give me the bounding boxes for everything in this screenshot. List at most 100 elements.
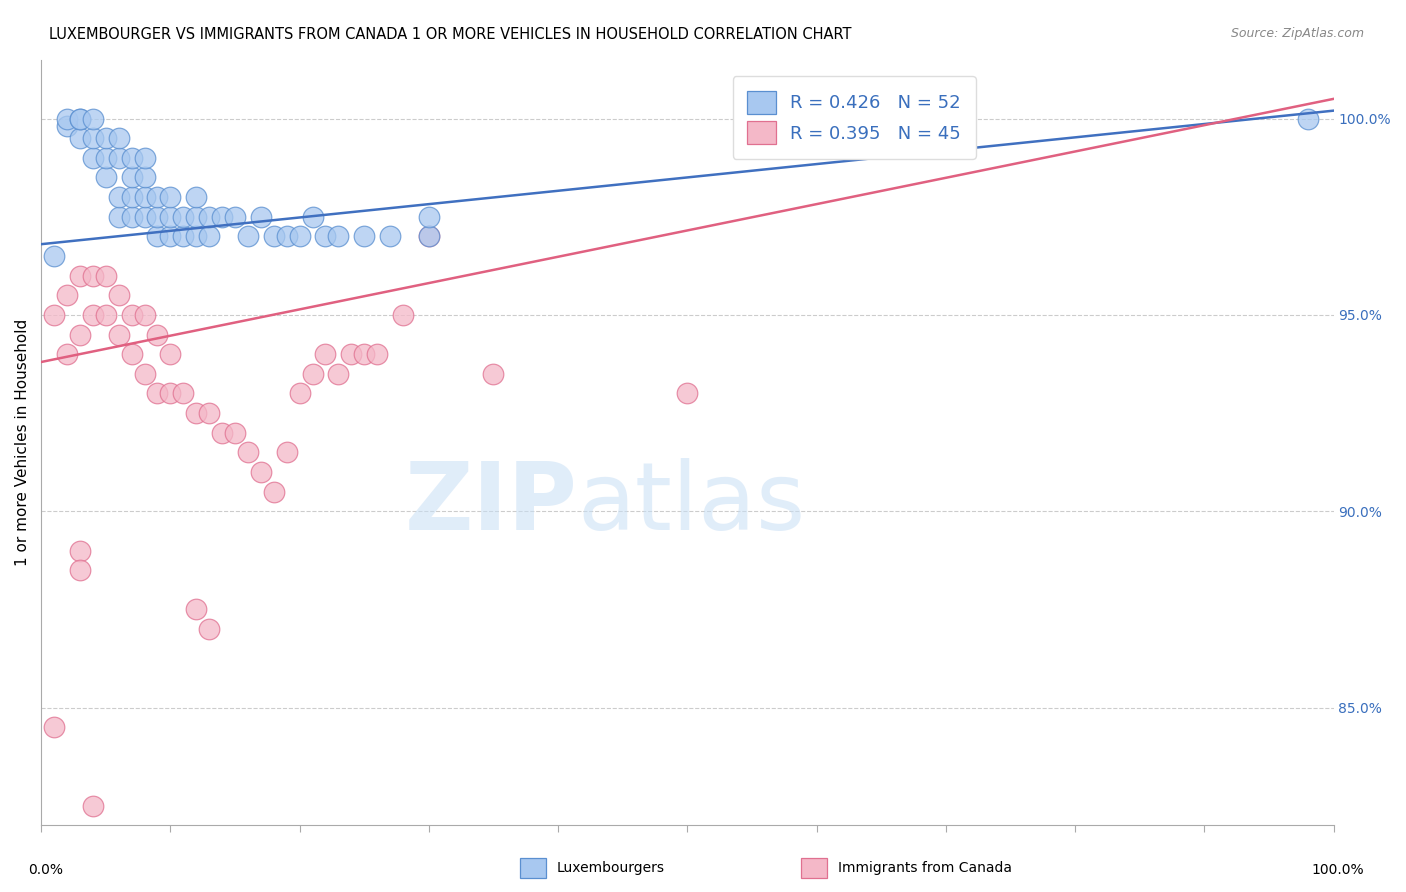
Point: [276, 229, 298, 244]
Point: [82, 112, 104, 126]
Text: 100.0%: 100.0%: [1312, 863, 1364, 877]
Point: [121, 170, 143, 185]
Point: [69, 327, 91, 342]
Point: [250, 210, 273, 224]
Point: [121, 190, 143, 204]
Point: [134, 190, 156, 204]
Point: [69, 131, 91, 145]
Point: [146, 386, 169, 401]
Point: [82, 308, 104, 322]
Point: [353, 229, 375, 244]
Point: [198, 210, 221, 224]
Point: [107, 288, 129, 302]
Point: [159, 386, 181, 401]
Point: [328, 229, 350, 244]
Point: [69, 112, 91, 126]
Point: [353, 347, 375, 361]
Point: [186, 229, 208, 244]
Point: [1296, 112, 1319, 126]
Point: [340, 347, 363, 361]
Point: [82, 268, 104, 283]
Point: [94, 170, 117, 185]
Point: [146, 327, 169, 342]
Point: [186, 210, 208, 224]
Point: [107, 131, 129, 145]
Point: [69, 268, 91, 283]
Point: [676, 386, 699, 401]
Point: [94, 308, 117, 322]
Point: [69, 563, 91, 577]
Point: [134, 170, 156, 185]
Point: [250, 465, 273, 479]
Point: [42, 249, 65, 263]
Point: [288, 229, 311, 244]
Point: [288, 386, 311, 401]
Text: ZIP: ZIP: [405, 458, 578, 549]
Point: [198, 622, 221, 636]
Point: [418, 229, 440, 244]
Point: [82, 151, 104, 165]
Text: Luxembourgers: Luxembourgers: [557, 861, 665, 875]
Point: [159, 210, 181, 224]
Point: [42, 720, 65, 734]
Point: [107, 327, 129, 342]
Point: [107, 210, 129, 224]
Point: [159, 190, 181, 204]
Point: [94, 131, 117, 145]
Point: [172, 210, 194, 224]
Point: [121, 210, 143, 224]
Text: Source: ZipAtlas.com: Source: ZipAtlas.com: [1230, 27, 1364, 40]
Point: [121, 308, 143, 322]
Point: [236, 445, 259, 459]
Point: [314, 347, 336, 361]
Point: [69, 112, 91, 126]
Point: [224, 210, 246, 224]
Point: [42, 308, 65, 322]
Point: [56, 112, 79, 126]
Point: [392, 308, 415, 322]
Point: [94, 151, 117, 165]
Point: [82, 131, 104, 145]
Point: [107, 190, 129, 204]
Point: [211, 425, 233, 440]
Point: [134, 308, 156, 322]
Point: [211, 210, 233, 224]
Point: [94, 268, 117, 283]
Point: [263, 229, 285, 244]
Point: [418, 210, 440, 224]
Text: LUXEMBOURGER VS IMMIGRANTS FROM CANADA 1 OR MORE VEHICLES IN HOUSEHOLD CORRELATI: LUXEMBOURGER VS IMMIGRANTS FROM CANADA 1…: [49, 27, 852, 42]
Y-axis label: 1 or more Vehicles in Household: 1 or more Vehicles in Household: [15, 319, 30, 566]
Point: [121, 151, 143, 165]
Text: atlas: atlas: [578, 458, 806, 549]
Point: [328, 367, 350, 381]
Point: [276, 445, 298, 459]
Point: [56, 120, 79, 134]
Point: [263, 484, 285, 499]
Point: [134, 210, 156, 224]
Point: [146, 190, 169, 204]
Point: [134, 151, 156, 165]
Point: [378, 229, 401, 244]
Text: 0.0%: 0.0%: [28, 863, 63, 877]
Text: Immigrants from Canada: Immigrants from Canada: [838, 861, 1012, 875]
Point: [186, 602, 208, 616]
Point: [301, 210, 323, 224]
Point: [159, 347, 181, 361]
Point: [121, 347, 143, 361]
Point: [366, 347, 388, 361]
Point: [186, 406, 208, 420]
Point: [146, 210, 169, 224]
Point: [82, 798, 104, 813]
Point: [236, 229, 259, 244]
Point: [69, 543, 91, 558]
Point: [186, 190, 208, 204]
Point: [56, 288, 79, 302]
Point: [107, 151, 129, 165]
Legend: R = 0.426   N = 52, R = 0.395   N = 45: R = 0.426 N = 52, R = 0.395 N = 45: [733, 77, 976, 159]
Point: [172, 386, 194, 401]
Point: [159, 229, 181, 244]
Point: [56, 347, 79, 361]
Point: [482, 367, 505, 381]
Point: [314, 229, 336, 244]
Point: [418, 229, 440, 244]
